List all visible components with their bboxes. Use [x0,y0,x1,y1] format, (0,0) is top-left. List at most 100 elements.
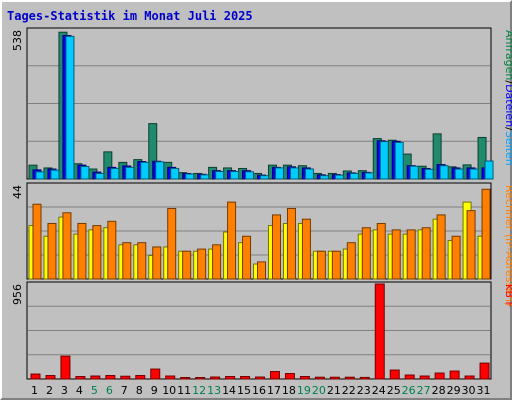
bar-bottom-kb-f-30 [464,375,475,380]
bar-top-seiten-15 [245,171,255,180]
bar-top-seiten-11 [185,173,195,180]
bar-middle-rechner-ip-adressen--9 [152,246,162,280]
bar-top-seiten-16 [260,175,270,180]
x-tick-label-28: 28 [432,384,446,397]
x-tick-label-21: 21 [327,384,341,397]
bar-top-seiten-2 [50,169,60,180]
bar-top-seiten-10 [170,167,180,180]
bar-top-seiten-4 [80,166,90,180]
legend-part-middle-0: Rechner (IP-Adressen) [503,185,512,306]
bar-top-seiten-24 [379,141,389,180]
bar-top-seiten-23 [364,172,374,180]
bar-bottom-kb-f-23 [359,376,370,380]
bar-top-seiten-7 [125,166,135,180]
bar-top-seiten-21 [334,174,344,180]
bar-bottom-kb-f-19 [299,376,310,380]
bar-top-seiten-5 [95,172,105,180]
bar-middle-rechner-ip-adressen--17 [271,214,281,280]
x-tick-label-8: 8 [136,384,143,397]
bar-bottom-kb-f-16 [255,376,266,380]
x-tick-label-1: 1 [31,384,38,397]
bar-top-seiten-25 [394,141,404,180]
bar-bottom-kb-f-28 [434,372,445,380]
bar-middle-rechner-ip-adressen--13 [212,244,222,280]
bar-middle-rechner-ip-adressen--29 [451,235,461,280]
bar-bottom-kb-f-7 [120,375,131,380]
bar-bottom-kb-f-1 [30,373,41,380]
x-tick-label-10: 10 [162,384,176,397]
x-tick-label-30: 30 [462,384,476,397]
bar-middle-rechner-ip-adressen--1 [32,203,42,280]
bar-middle-rechner-ip-adressen--5 [92,225,102,280]
x-tick-label-4: 4 [76,384,83,397]
bar-top-seiten-8 [140,161,150,180]
bar-bottom-kb-f-21 [329,376,340,380]
bar-middle-rechner-ip-adressen--4 [77,222,87,280]
x-tick-label-25: 25 [387,384,401,397]
bar-bottom-kb-f-8 [135,375,146,380]
legend-part-bottom-0: kB F [503,284,512,308]
series-legend-bottom: kB F [503,284,512,308]
bar-middle-rechner-ip-adressen--30 [466,210,476,280]
bar-middle-rechner-ip-adressen--19 [301,218,311,280]
x-tick-label-2: 2 [46,384,53,397]
bar-top-seiten-26 [409,165,419,180]
bar-middle-rechner-ip-adressen--8 [137,242,147,280]
legend-part-top-4: Seiten [503,131,512,166]
bar-top-seiten-28 [439,165,449,180]
bar-top-seiten-29 [454,168,464,180]
bar-top-seiten-14 [230,171,240,180]
bar-bottom-kb-f-15 [240,376,251,380]
x-tick-label-15: 15 [237,384,251,397]
bar-bottom-kb-f-5 [90,375,101,380]
bar-top-seiten-17 [274,167,284,180]
bar-middle-rechner-ip-adressen--26 [406,229,416,280]
x-tick-label-22: 22 [342,384,356,397]
bar-middle-rechner-ip-adressen--22 [346,242,356,280]
chart-title: Tages-Statistik im Monat Juli 2025 [7,9,253,23]
bar-top-seiten-1 [35,171,45,180]
legend-part-top-3: / [503,127,512,131]
bar-bottom-kb-f-4 [75,376,86,380]
bar-middle-rechner-ip-adressen--14 [227,201,237,280]
bar-bottom-kb-f-6 [105,375,116,380]
bar-top-seiten-3 [65,35,75,180]
bar-bottom-kb-f-18 [284,373,295,380]
bar-middle-rechner-ip-adressen--31 [481,188,491,280]
bar-middle-rechner-ip-adressen--3 [62,212,72,280]
x-tick-label-29: 29 [447,384,461,397]
bar-middle-rechner-ip-adressen--16 [257,261,267,280]
bar-middle-rechner-ip-adressen--2 [47,222,57,280]
x-tick-label-26: 26 [402,384,416,397]
bar-bottom-kb-f-11 [180,377,191,380]
bar-bottom-kb-f-9 [150,368,161,380]
bar-top-seiten-19 [304,168,314,180]
bar-middle-rechner-ip-adressen--7 [122,242,132,280]
bar-top-seiten-18 [289,167,299,180]
x-tick-label-9: 9 [151,384,158,397]
bar-bottom-kb-f-12 [195,377,206,380]
bar-top-seiten-31 [484,160,494,180]
bar-top-seiten-12 [200,174,210,180]
bar-middle-rechner-ip-adressen--20 [316,250,326,280]
bar-bottom-kb-f-10 [165,375,176,380]
bar-middle-rechner-ip-adressen--15 [242,235,252,280]
bar-middle-rechner-ip-adressen--18 [286,208,296,280]
bar-middle-rechner-ip-adressen--11 [182,250,192,280]
bar-top-seiten-13 [215,171,225,180]
bar-middle-rechner-ip-adressen--6 [107,220,117,280]
bar-middle-rechner-ip-adressen--10 [167,208,177,280]
bar-middle-rechner-ip-adressen--12 [197,248,207,280]
bar-bottom-kb-f-26 [404,374,415,380]
bar-bottom-kb-f-24 [374,283,385,380]
x-tick-label-31: 31 [477,384,491,397]
x-tick-label-11: 11 [177,384,191,397]
bar-top-seiten-6 [110,167,120,180]
x-tick-label-6: 6 [106,384,113,397]
bar-top-seiten-9 [155,161,165,180]
bar-middle-rechner-ip-adressen--25 [391,229,401,280]
bar-top-seiten-22 [349,172,359,180]
bar-middle-rechner-ip-adressen--24 [376,222,386,280]
bar-bottom-kb-f-22 [344,376,355,380]
